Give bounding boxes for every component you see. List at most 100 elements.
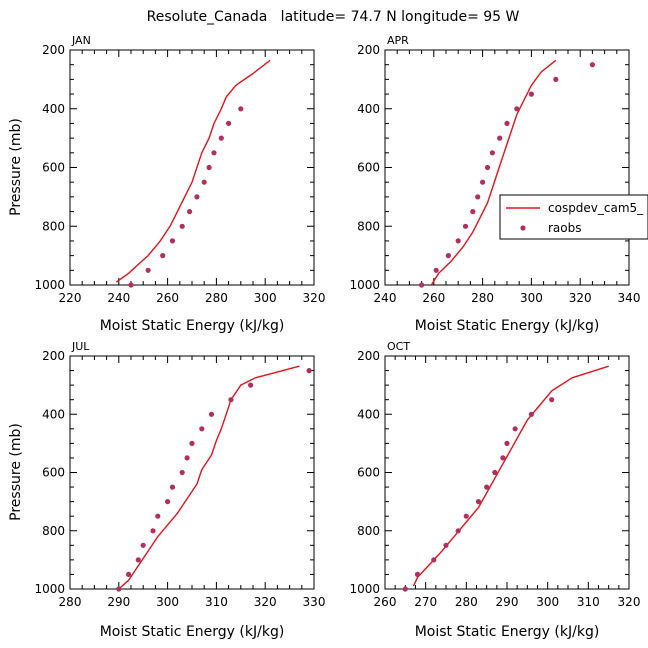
y-axis-label: Pressure (mb) xyxy=(8,118,24,216)
data-point-raobs xyxy=(433,267,439,273)
y-tick-label: 600 xyxy=(42,466,65,480)
panel-jan: JAN Moist Static Energy (kJ/kg) Pressure… xyxy=(8,34,325,334)
data-point-raobs xyxy=(462,223,469,229)
series xyxy=(115,59,271,288)
y-tick-label: 1000 xyxy=(34,582,65,596)
panel-label: OCT xyxy=(387,340,410,353)
x-tick-label: 280 xyxy=(59,595,82,609)
y-tick-label: 800 xyxy=(357,219,380,233)
x-tick-label: 240 xyxy=(107,291,130,305)
series-line-model xyxy=(412,365,609,587)
y-tick-label: 400 xyxy=(42,102,65,116)
data-point-raobs xyxy=(128,282,134,288)
x-tick-label: 300 xyxy=(254,291,277,305)
x-ticks: 240 260 280 300 320 340 xyxy=(374,50,641,305)
data-point-raobs xyxy=(445,253,451,259)
y-tick-label: 800 xyxy=(42,524,65,538)
data-point-raobs xyxy=(455,238,461,244)
data-point-raobs xyxy=(489,150,495,156)
data-point-raobs xyxy=(218,135,224,141)
data-point-raobs xyxy=(116,586,122,592)
data-point-raobs xyxy=(208,411,215,417)
series xyxy=(402,365,609,592)
series-line-model xyxy=(115,59,271,283)
y-ticks: 200 400 600 800 1000 xyxy=(34,349,314,596)
data-point-raobs xyxy=(206,164,212,171)
y-tick-label: 600 xyxy=(357,466,380,480)
data-point-raobs xyxy=(201,179,207,185)
data-point-raobs xyxy=(179,469,185,476)
x-tick-label: 330 xyxy=(303,595,326,609)
data-point-raobs xyxy=(484,164,491,171)
panel-oct: OCT Moist Static Energy (kJ/kg) 260 270 28… xyxy=(349,340,640,640)
data-point-raobs xyxy=(140,542,146,548)
data-point-raobs xyxy=(226,120,232,126)
x-tick-label: 300 xyxy=(156,595,179,609)
x-tick-label: 260 xyxy=(422,291,445,305)
x-tick-label: 300 xyxy=(536,595,559,609)
x-axis-label: Moist Static Energy (kJ/kg) xyxy=(100,318,285,334)
data-point-raobs xyxy=(492,469,498,476)
data-point-raobs xyxy=(306,368,312,374)
data-point-raobs xyxy=(194,194,200,200)
data-point-raobs xyxy=(514,106,520,112)
legend-label-obs: raobs xyxy=(548,221,582,235)
x-tick-label: 280 xyxy=(205,291,228,305)
plot-frame xyxy=(69,49,315,286)
legend-box xyxy=(499,194,648,240)
panel-label: JUL xyxy=(71,340,90,353)
series-line-model xyxy=(430,59,557,286)
data-point-raobs xyxy=(500,455,506,461)
data-point-raobs xyxy=(155,513,161,519)
data-point-raobs xyxy=(165,499,171,505)
x-tick-label: 340 xyxy=(618,291,641,305)
data-point-raobs xyxy=(443,542,449,548)
plot-frame xyxy=(384,49,630,286)
data-point-raobs xyxy=(504,440,510,446)
data-point-raobs xyxy=(480,179,486,185)
x-tick-label: 280 xyxy=(455,595,478,609)
data-point-raobs xyxy=(184,455,190,461)
data-point-raobs xyxy=(145,267,151,273)
plot-frame xyxy=(69,355,315,590)
x-tick-label: 300 xyxy=(520,291,543,305)
y-tick-label: 200 xyxy=(42,349,65,363)
series-line-model xyxy=(118,365,300,590)
y-tick-label: 400 xyxy=(42,407,65,421)
y-tick-label: 800 xyxy=(357,524,380,538)
legend-label-model: cospdev_cam5_ xyxy=(548,201,644,215)
data-point-raobs xyxy=(169,484,176,490)
data-point-raobs xyxy=(248,382,254,388)
data-point-raobs xyxy=(484,484,490,490)
x-tick-label: 310 xyxy=(577,595,600,609)
y-tick-label: 600 xyxy=(357,161,380,175)
data-point-raobs xyxy=(126,571,132,578)
x-axis-label: Moist Static Energy (kJ/kg) xyxy=(100,624,285,640)
data-point-raobs xyxy=(431,557,437,563)
data-point-raobs xyxy=(553,76,559,82)
data-point-raobs xyxy=(419,282,425,288)
panel-label: APR xyxy=(387,34,409,47)
data-point-raobs xyxy=(528,91,535,97)
data-point-raobs xyxy=(549,397,555,403)
y-tick-label: 1000 xyxy=(34,278,65,292)
data-point-raobs xyxy=(187,209,193,215)
x-tick-label: 320 xyxy=(254,595,277,609)
x-tick-label: 240 xyxy=(374,291,397,305)
x-axis-label: Moist Static Energy (kJ/kg) xyxy=(415,318,600,334)
data-point-raobs xyxy=(497,135,503,141)
x-ticks: 280 290 300 310 320 330 xyxy=(59,356,326,609)
series xyxy=(116,365,312,592)
data-point-raobs xyxy=(504,120,510,126)
x-tick-label: 220 xyxy=(59,291,82,305)
data-point-raobs xyxy=(528,411,535,417)
data-point-raobs xyxy=(160,253,166,259)
data-point-raobs xyxy=(179,223,185,229)
x-axis-label: Moist Static Energy (kJ/kg) xyxy=(415,624,600,640)
data-point-raobs xyxy=(169,238,176,244)
y-tick-label: 200 xyxy=(42,43,65,57)
data-point-raobs xyxy=(402,586,408,592)
y-tick-label: 400 xyxy=(357,102,380,116)
data-point-raobs xyxy=(512,426,518,432)
